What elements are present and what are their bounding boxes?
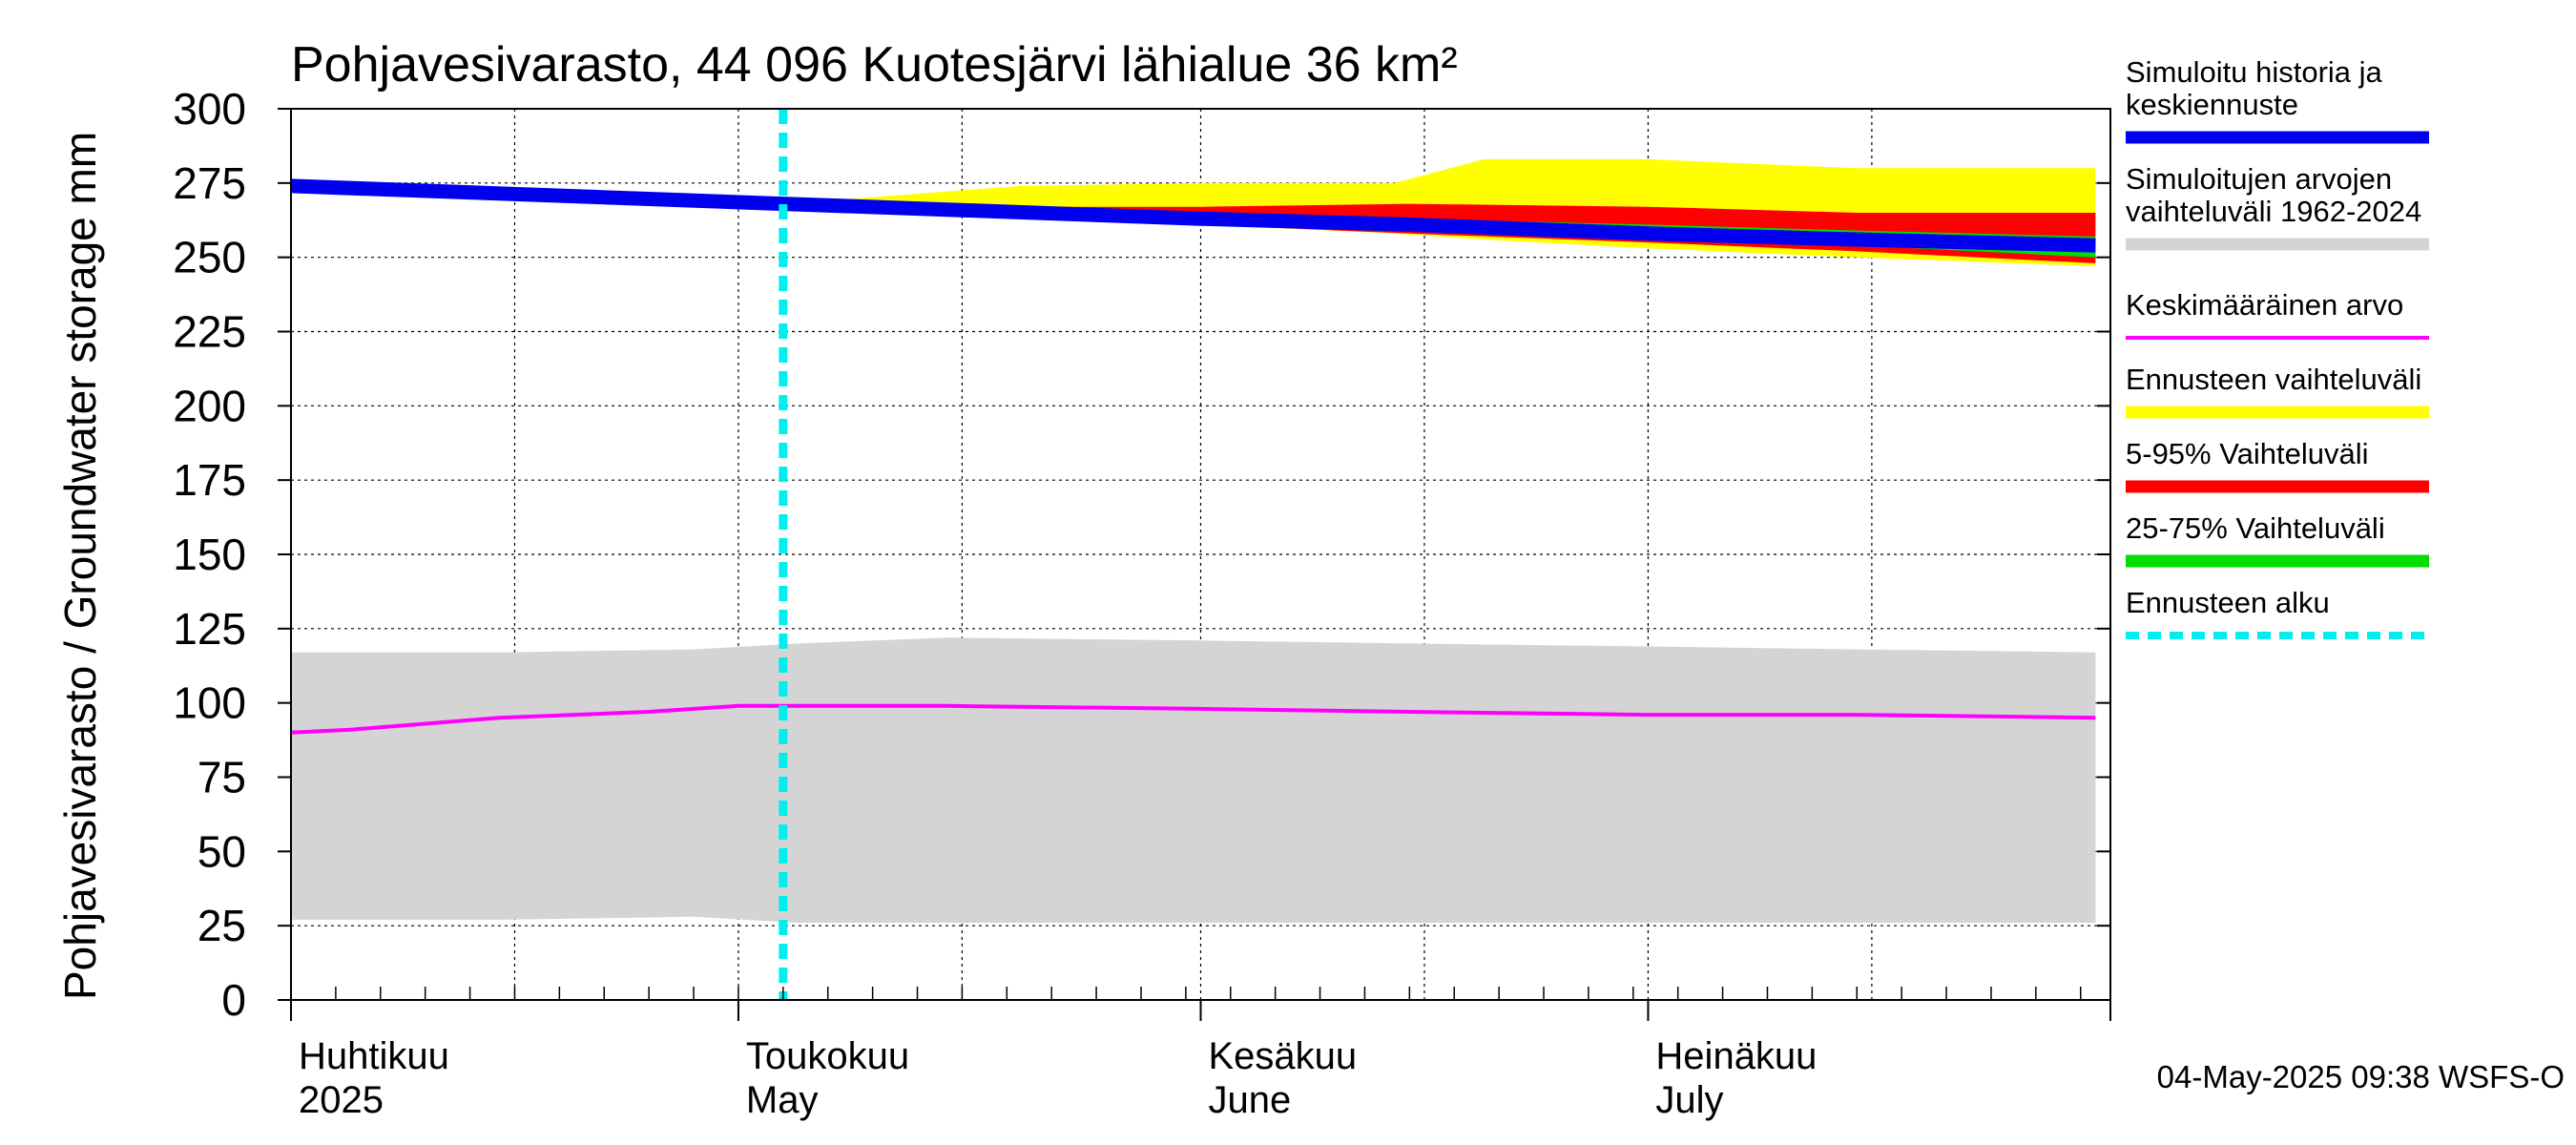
plot-area (290, 108, 2111, 1001)
x-month-label: Toukokuu (746, 1035, 909, 1077)
y-tick-label: 50 (197, 826, 246, 876)
x-month-label: Kesäkuu (1209, 1035, 1358, 1077)
legend-label: 25-75% Vaihteluväli (2126, 511, 2385, 545)
x-month-sublabel: June (1209, 1079, 1292, 1121)
y-tick-label: 250 (173, 233, 246, 282)
y-axis-label: Pohjavesivarasto / Groundwater storage m… (55, 132, 105, 1000)
legend-label: Ennusteen vaihteluväli (2126, 363, 2421, 396)
x-month-sublabel: 2025 (299, 1079, 384, 1121)
y-tick-label: 125 (173, 604, 246, 654)
line-0000ee (291, 178, 2096, 253)
legend-label: Ennusteen alku (2126, 586, 2330, 619)
series-group (291, 158, 2096, 924)
timestamp: 04-May-2025 09:38 WSFS-O (2157, 1059, 2565, 1094)
legend-label: Simuloitu historia ja (2126, 55, 2383, 89)
y-tick-label: 225 (173, 307, 246, 357)
band-d4d4d4 (291, 637, 2096, 924)
chart-title: Pohjavesivarasto, 44 096 Kuotesjärvi läh… (291, 37, 1458, 93)
y-tick-label: 25 (197, 901, 246, 950)
legend-label: keskiennuste (2126, 88, 2298, 121)
y-tick-label: 75 (197, 753, 246, 802)
y-tick-label: 200 (173, 381, 246, 430)
y-tick-label: 100 (173, 678, 246, 728)
x-month-sublabel: July (1655, 1079, 1723, 1121)
legend-label: vaihteluväli 1962-2024 (2126, 195, 2421, 228)
axis-ticks: 0 25 50 75 100 125 150 175 200 225 250 275 300 Huhtik… (173, 84, 2111, 1121)
y-tick-label: 300 (173, 84, 246, 134)
x-month-label: Huhtikuu (299, 1035, 449, 1077)
y-tick-label: 150 (173, 530, 246, 579)
line-ff00ff (291, 703, 2096, 735)
legend-label: 5-95% Vaihteluväli (2126, 437, 2368, 470)
x-month-label: Heinäkuu (1655, 1035, 1817, 1077)
legend-label: Keskimääräinen arvo (2126, 288, 2403, 322)
y-tick-label: 275 (173, 158, 246, 208)
y-tick-label: 0 (221, 975, 246, 1025)
legend-label: Simuloitujen arvojen (2126, 162, 2392, 196)
x-month-sublabel: May (746, 1079, 819, 1121)
y-tick-label: 175 (173, 455, 246, 505)
